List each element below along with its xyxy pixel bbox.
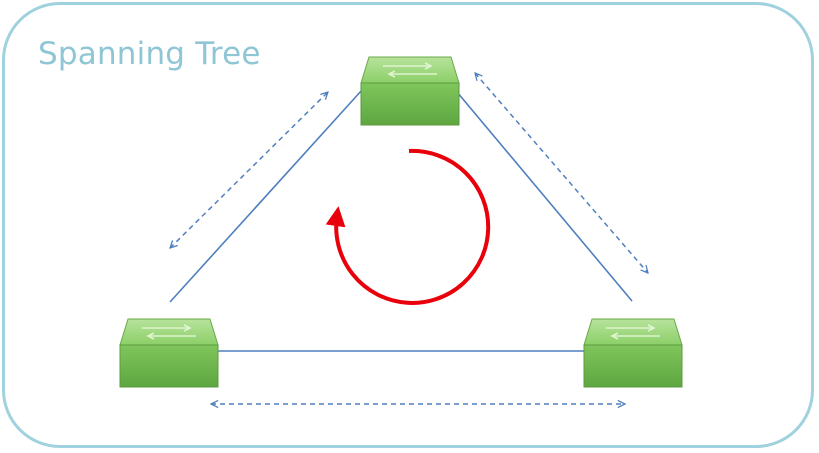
loop-arrow-icon <box>325 148 491 305</box>
switch-left <box>119 318 219 388</box>
dashed-arrow-top-right <box>475 73 648 273</box>
switch-top <box>360 56 460 126</box>
dashed-arrow-top-left <box>170 92 328 248</box>
link-top-left <box>169 89 363 303</box>
switch-right <box>583 318 683 388</box>
diagram-title: Spanning Tree <box>38 36 261 72</box>
